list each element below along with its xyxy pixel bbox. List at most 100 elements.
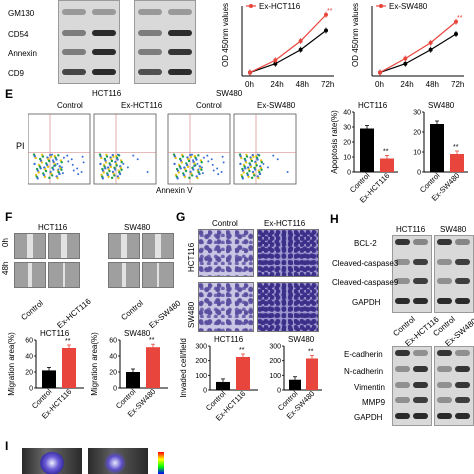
flow-event — [197, 168, 200, 171]
y-tick-label: 0 — [347, 170, 351, 177]
flow-event — [53, 164, 56, 167]
y-tick-label: 0 — [277, 388, 281, 395]
y-tick-label: 20 — [109, 370, 117, 377]
blot-band — [138, 69, 162, 75]
flow-event — [116, 158, 119, 161]
panel-letter-g: G — [176, 210, 186, 224]
flow-event — [52, 168, 55, 171]
flow-xlabel: Annexin V — [156, 186, 193, 195]
wound-group-label: SW480 — [124, 223, 151, 232]
flow-event — [82, 161, 85, 164]
significance-label: ** — [327, 8, 333, 15]
significance-label: ** — [149, 337, 155, 344]
flow-event — [276, 158, 279, 161]
flow-event — [217, 173, 220, 176]
blot-band — [413, 278, 428, 284]
flow-ylabel: PI — [16, 141, 25, 151]
panel-letter-h: H — [330, 212, 339, 226]
flow-event — [253, 174, 256, 177]
panel-letter-e: E — [5, 87, 14, 101]
flow-event — [239, 162, 242, 166]
wound-image — [142, 262, 174, 288]
flow-event — [122, 162, 125, 165]
western-marker-label: Cleaved-caspase9 — [332, 278, 399, 287]
flow-event — [258, 172, 262, 176]
wound-row-label: 0h — [1, 238, 10, 247]
flow-event — [206, 154, 209, 157]
blot-band — [437, 382, 452, 388]
flow-event — [222, 161, 225, 164]
flow-event — [57, 154, 60, 157]
blot-band — [437, 239, 452, 245]
flow-event — [44, 169, 48, 173]
flow-event — [51, 174, 54, 177]
blot-band — [413, 397, 428, 403]
data-point — [298, 47, 303, 52]
flow-event — [108, 169, 111, 173]
wound-sample-label: Control — [119, 298, 145, 323]
flow-event — [102, 171, 105, 174]
western-marker-label: MMP9 — [362, 398, 386, 407]
flow-event — [196, 162, 199, 165]
flow-event — [200, 168, 203, 171]
flow-event — [257, 176, 260, 180]
flow-event — [81, 155, 84, 158]
y-axis-label: OD 450nm values — [351, 3, 360, 67]
western-marker-label: Vimentin — [354, 383, 385, 392]
flow-event — [118, 172, 122, 176]
western-marker-label: BCL-2 — [354, 239, 377, 248]
blot-band — [92, 69, 116, 75]
flow-event — [110, 159, 114, 163]
flow-event — [181, 155, 185, 158]
flow-event — [76, 167, 79, 170]
flow-event — [179, 167, 182, 170]
flow-event — [33, 162, 36, 166]
blot-band — [168, 69, 192, 75]
flow-event — [112, 155, 115, 159]
invasion-image-sw480-ex — [257, 282, 319, 332]
imaging-signal — [104, 452, 126, 474]
flow-event — [113, 174, 116, 177]
wound-image — [142, 233, 174, 259]
y-tick-label: 100 — [269, 373, 281, 380]
flow-event — [186, 165, 190, 169]
y-tick-label: 60 — [25, 338, 33, 345]
flow-event — [247, 175, 250, 179]
blot-band — [395, 259, 410, 265]
legend-label: Ex-SW480 — [389, 2, 428, 11]
x-tick-label: 24h — [400, 80, 413, 89]
flow-event — [120, 160, 123, 164]
flow-event — [177, 171, 180, 174]
invasion-image-hct116-control — [198, 229, 254, 277]
blot-band — [168, 49, 192, 55]
blot-band — [455, 397, 470, 403]
blot-band — [437, 397, 452, 403]
series-line — [379, 33, 457, 74]
flow-event — [40, 161, 44, 164]
data-point — [428, 40, 433, 45]
chart-title: HCT116 — [40, 329, 70, 338]
marker-label: CD54 — [8, 30, 29, 39]
x-tick-label: 48h — [296, 80, 309, 89]
wound-group-label: HCT116 — [38, 223, 68, 232]
western-marker-label: E-cadherin — [344, 350, 383, 359]
y-tick-label: 0 — [29, 386, 33, 393]
data-point — [298, 39, 303, 43]
blot-band — [437, 350, 452, 356]
chart-title: HCT116 — [214, 335, 244, 344]
flow-event — [180, 161, 184, 164]
y-tick-label: 0 — [417, 170, 421, 177]
flow-event — [260, 160, 263, 164]
y-tick-label: 40 — [343, 110, 351, 117]
flow-event — [183, 175, 187, 179]
x-tick-label: 0h — [245, 80, 254, 89]
blot-band — [395, 413, 410, 419]
wound-row-label: 48h — [1, 261, 10, 275]
flow-event — [197, 154, 200, 157]
flow-event — [36, 177, 39, 180]
blot-band — [395, 366, 410, 372]
bar — [430, 124, 444, 172]
y-tick-label: 0 — [203, 388, 207, 395]
